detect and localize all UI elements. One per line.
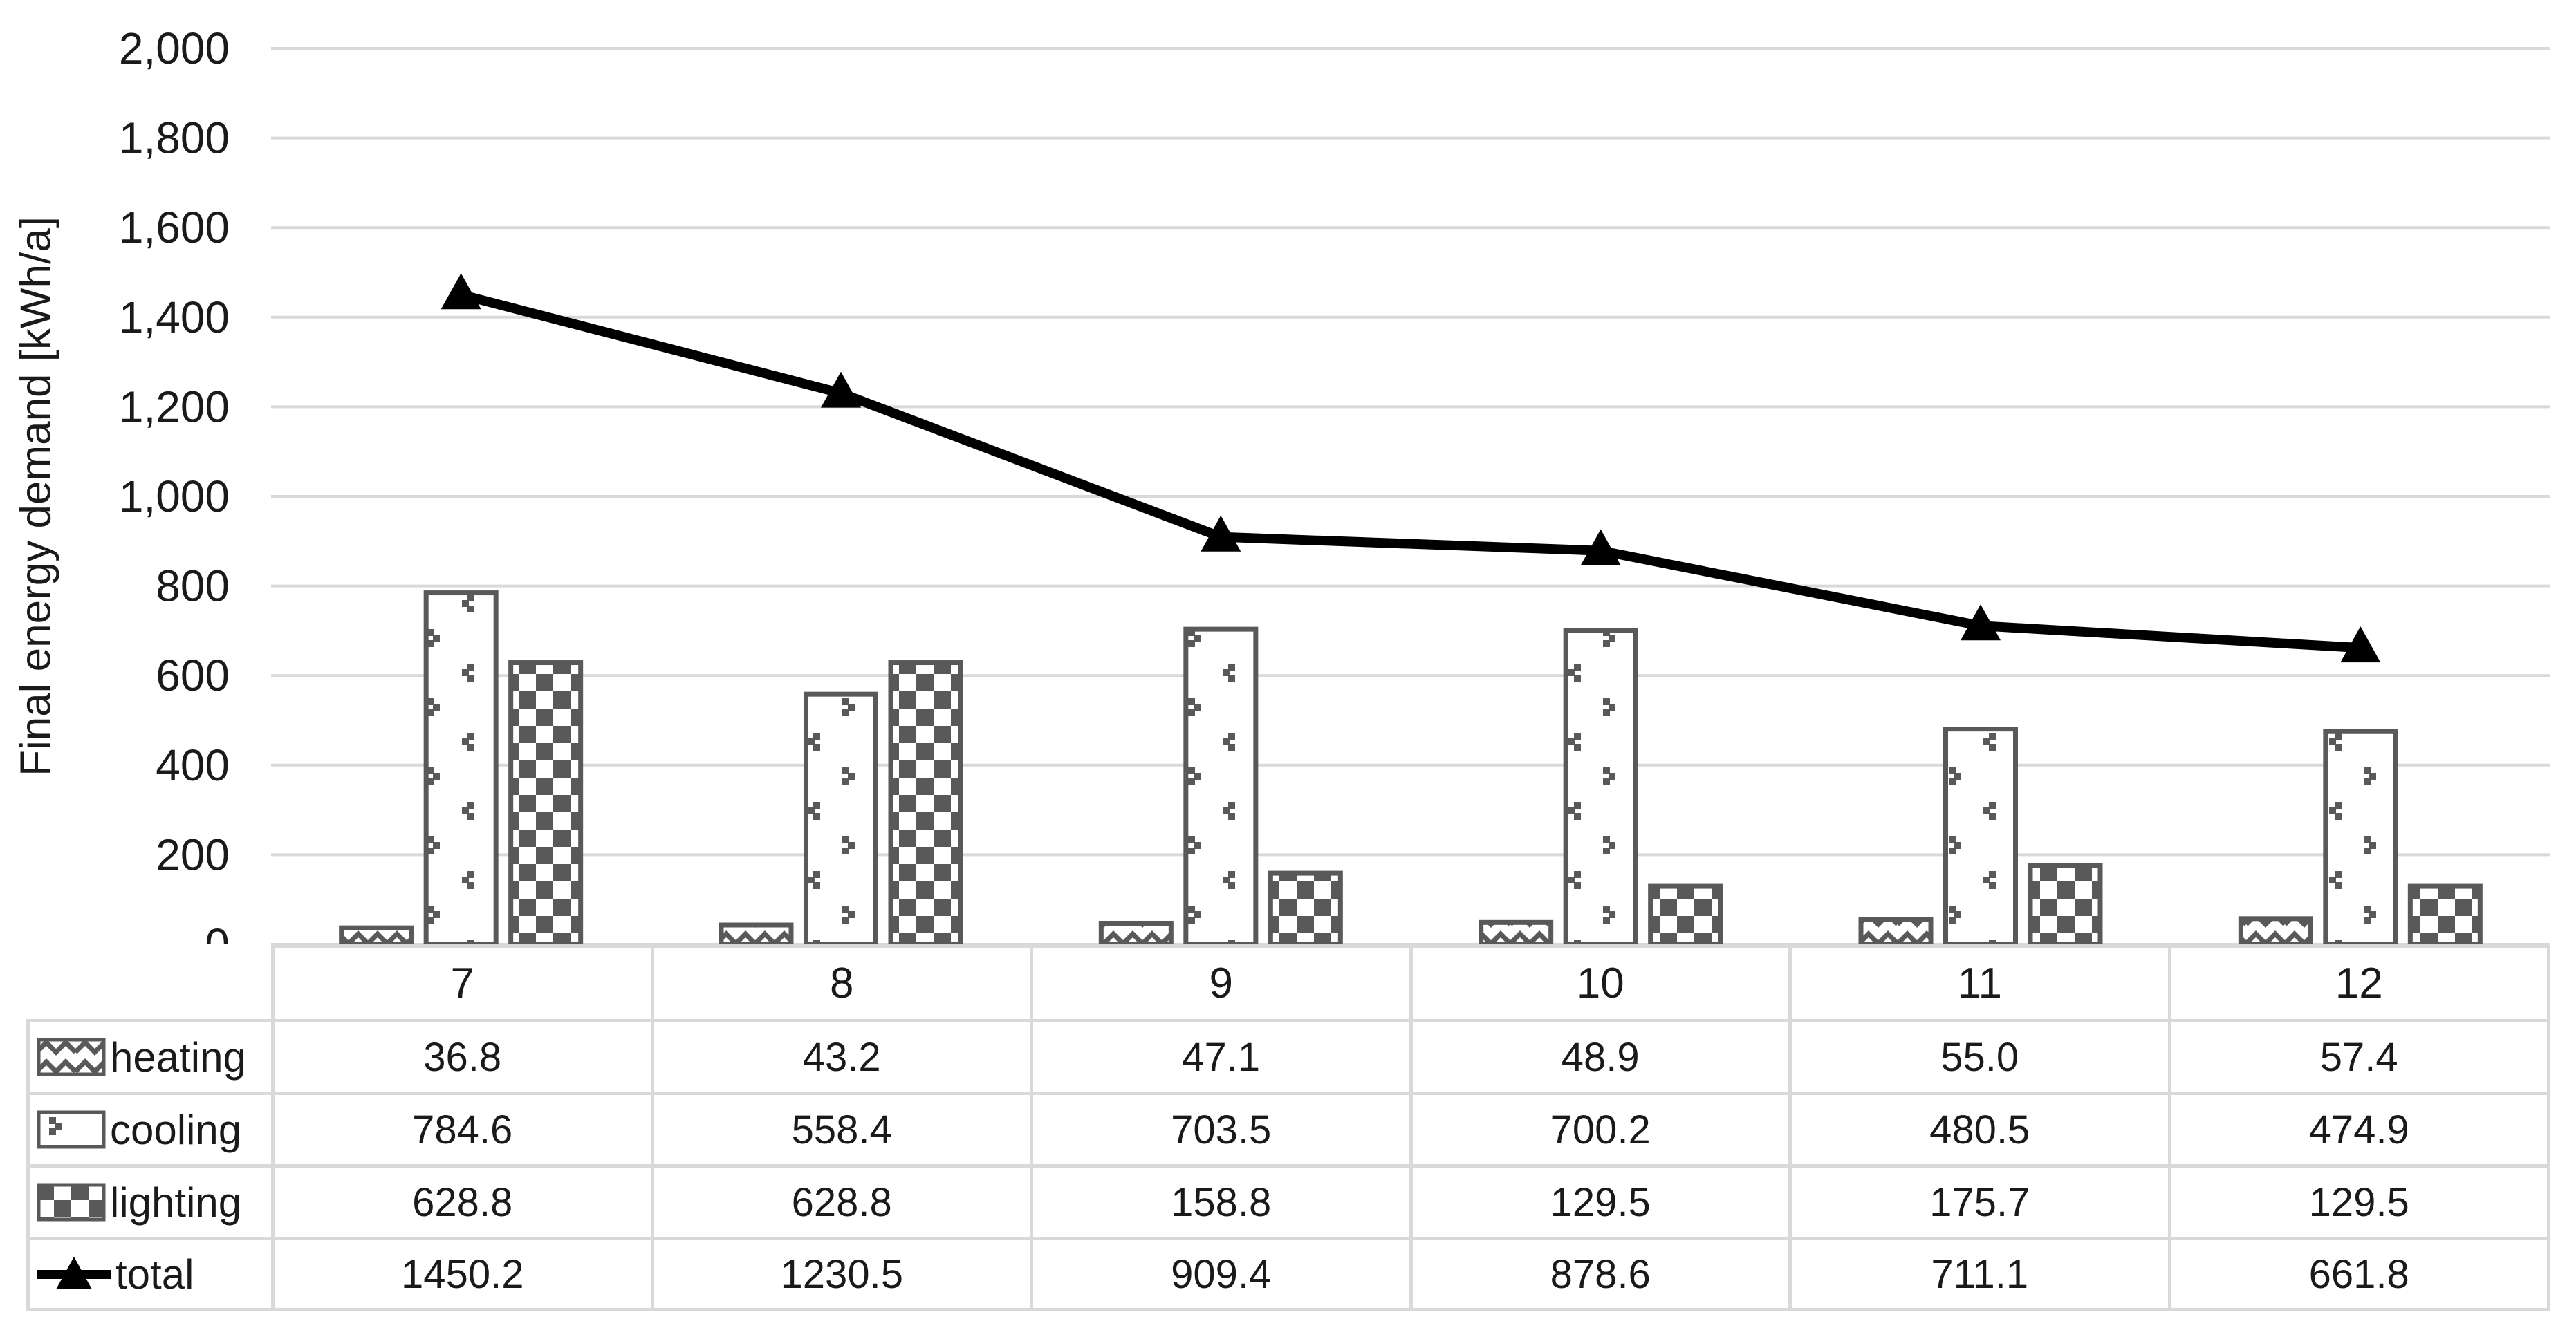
legend-swatch-wave: [37, 1038, 106, 1076]
y-tick-label-1,400: 1,400: [119, 292, 230, 342]
y-tick-label-1,600: 1,600: [119, 203, 230, 252]
bar-lighting-11: [2028, 863, 2103, 944]
cell-lighting-11: 175.7: [1788, 1164, 2171, 1240]
marker-total-12: [2340, 626, 2381, 663]
line-series-total: [441, 273, 2381, 663]
bar-heating-11: [1858, 917, 1934, 944]
bar-series: [339, 590, 2483, 944]
y-tick-label-1,000: 1,000: [119, 471, 230, 521]
cell-lighting-12: 129.5: [2167, 1164, 2550, 1240]
cell-cooling-12: 474.9: [2167, 1092, 2550, 1168]
legend-swatch-checker: [37, 1183, 106, 1222]
y-tick-label-1,200: 1,200: [119, 382, 230, 431]
legend-label-total: total: [115, 1251, 194, 1298]
bar-cooling-11: [1943, 727, 2018, 944]
cell-total-12: 661.8: [2167, 1237, 2550, 1311]
category-header-10: 10: [1409, 944, 1792, 1022]
y-tick-label-600: 600: [156, 651, 230, 700]
legend-label-cooling: cooling: [110, 1106, 242, 1153]
cell-heating-11: 55.0: [1788, 1019, 2171, 1095]
cell-total-9: 909.4: [1030, 1237, 1413, 1311]
cell-heating-7: 36.8: [271, 1019, 654, 1095]
cell-heating-8: 43.2: [650, 1019, 1033, 1095]
legend-swatch-dots: [37, 1110, 106, 1149]
bar-heating-8: [719, 922, 794, 944]
bar-heating-12: [2238, 916, 2313, 944]
cell-total-7: 1450.2: [271, 1237, 654, 1311]
legend-cell-lighting: lighting: [26, 1164, 275, 1240]
category-header-8: 8: [650, 944, 1033, 1022]
cell-cooling-8: 558.4: [650, 1092, 1033, 1168]
bar-lighting-12: [2407, 883, 2483, 944]
marker-total-7: [441, 273, 481, 310]
legend-label-lighting: lighting: [110, 1179, 242, 1226]
cell-heating-10: 48.9: [1409, 1019, 1792, 1095]
legend-cell-total: total: [26, 1237, 275, 1311]
bar-lighting-8: [888, 660, 963, 944]
bar-cooling-12: [2323, 729, 2398, 944]
legend-swatch-line-triangle: [37, 1257, 111, 1289]
bar-heating-9: [1098, 920, 1174, 944]
bar-cooling-10: [1563, 628, 1638, 944]
y-tick-label-800: 800: [156, 561, 230, 611]
combo-chart-plot: 0 200 400 600 800 1,000 1,200 1,400 1,600 1,800 2,…: [119, 24, 2550, 944]
cell-lighting-7: 628.8: [271, 1164, 654, 1240]
bar-cooling-8: [804, 691, 878, 944]
category-header-12: 12: [2167, 944, 2550, 1022]
y-tick-label-400: 400: [156, 740, 230, 790]
cell-lighting-10: 129.5: [1409, 1164, 1792, 1240]
data-table: 7 8 9 10 11 12 heating 36.8 43.2 47.1 48.9 55.0 57.4…: [26, 944, 2550, 1311]
y-tick-label-0: 0: [205, 919, 230, 944]
y-axis-tick-labels: 0 200 400 600 800 1,000 1,200 1,400 1,600 1,800 2,…: [119, 24, 230, 944]
table-corner-spacer: [28, 946, 273, 1021]
bar-lighting-7: [508, 660, 584, 944]
bar-lighting-9: [1268, 870, 1343, 944]
cell-lighting-8: 628.8: [650, 1164, 1033, 1240]
legend-label-heating: heating: [110, 1034, 246, 1081]
data-table-wrap: 7 8 9 10 11 12 heating 36.8 43.2 47.1 48.9 55.0 57.4…: [26, 944, 2550, 1311]
bar-heating-7: [339, 925, 414, 944]
cell-cooling-7: 784.6: [271, 1092, 654, 1168]
line-total: [459, 290, 2361, 653]
cell-total-10: 878.6: [1409, 1237, 1792, 1311]
category-header-9: 9: [1030, 944, 1413, 1022]
y-axis-title: Final energy demand [kWh/a]: [12, 216, 60, 776]
marker-total-10: [1580, 529, 1621, 565]
legend-cell-cooling: cooling: [26, 1092, 275, 1168]
marker-total-9: [1201, 515, 1241, 552]
legend-cell-heating: heating: [26, 1019, 275, 1095]
bar-cooling-9: [1183, 626, 1259, 944]
cell-heating-12: 57.4: [2167, 1019, 2550, 1095]
cell-total-11: 711.1: [1788, 1237, 2171, 1311]
bar-heating-10: [1479, 919, 1554, 944]
y-tick-label-2,000: 2,000: [119, 24, 230, 73]
marker-total-11: [1961, 604, 2001, 641]
marker-total-8: [821, 371, 861, 408]
bar-lighting-10: [1648, 883, 1723, 944]
cell-cooling-10: 700.2: [1409, 1092, 1792, 1168]
cell-total-8: 1230.5: [650, 1237, 1033, 1311]
cell-lighting-9: 158.8: [1030, 1164, 1413, 1240]
cell-heating-9: 47.1: [1030, 1019, 1413, 1095]
category-header-7: 7: [271, 944, 654, 1022]
gridlines: [271, 47, 2550, 944]
bar-cooling-7: [423, 590, 499, 944]
cell-cooling-9: 703.5: [1030, 1092, 1413, 1168]
category-header-11: 11: [1788, 944, 2171, 1022]
y-tick-label-1,800: 1,800: [119, 113, 230, 163]
y-tick-label-200: 200: [156, 830, 230, 879]
cell-cooling-11: 480.5: [1788, 1092, 2171, 1168]
